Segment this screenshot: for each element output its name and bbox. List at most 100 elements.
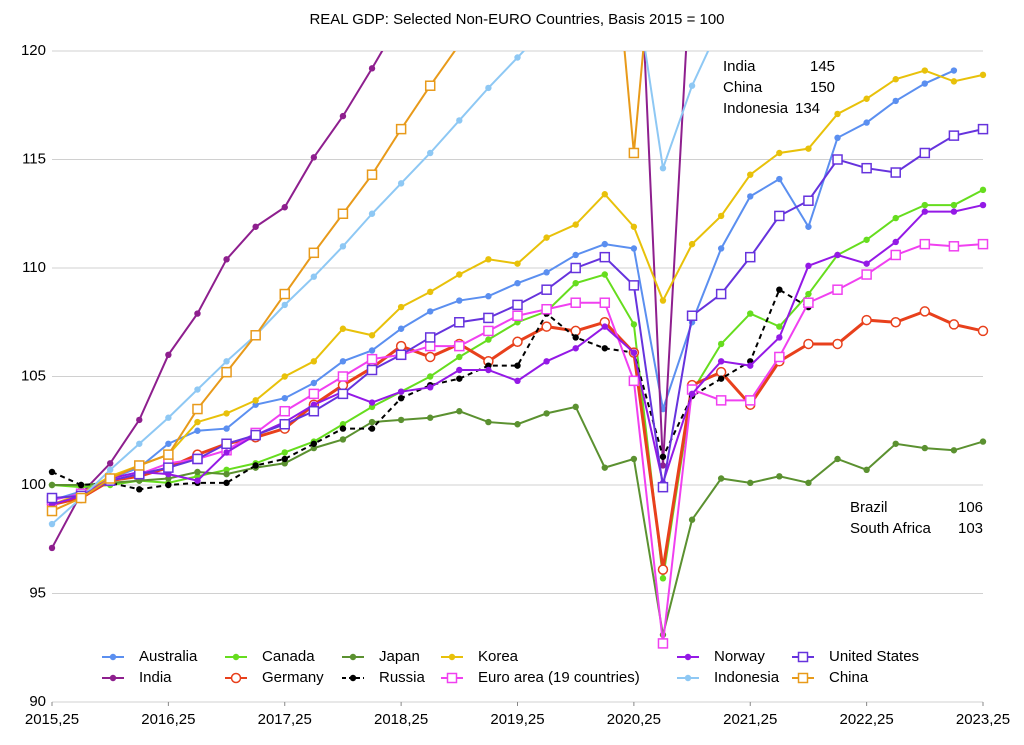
y-tick-label: 90 [29,693,46,710]
point [717,475,725,482]
annotation-value: 106 [958,499,983,516]
point [512,310,523,321]
point [194,310,201,317]
point [601,191,608,198]
point [715,395,727,406]
point [165,414,172,421]
legend-marker [797,672,809,684]
point [194,427,201,434]
point [485,336,492,343]
y-tick-label: 95 [29,584,46,601]
point [832,338,843,350]
point [601,345,608,352]
legend-label: Russia [379,669,426,686]
point [979,186,987,194]
point [339,325,347,332]
point [805,223,812,230]
point [921,67,929,74]
point [890,317,901,328]
point [368,418,376,426]
point [630,455,638,463]
annotation-value: 145 [810,58,835,75]
point [337,371,349,382]
legend-label: Norway [714,648,765,665]
point [717,340,725,348]
series-line [51,51,688,549]
legend-marker [232,653,240,661]
legend-marker [684,674,692,682]
point [456,366,463,374]
point [514,279,521,287]
point [366,353,378,365]
point [368,65,376,72]
point [863,95,870,102]
point [485,366,492,374]
point [281,455,288,463]
point [192,453,203,465]
annotation-value: 103 [958,520,983,537]
point [221,366,232,378]
y-tick-label: 110 [22,259,46,276]
point [397,325,405,332]
point [890,167,901,178]
point [630,321,638,328]
point [659,575,667,582]
point [543,358,550,365]
legend-label: China [829,669,869,686]
point [572,221,579,228]
point [339,112,347,120]
point [397,395,405,402]
point [456,271,463,278]
point [366,364,378,376]
point [368,425,376,432]
point [339,436,347,443]
point [717,375,725,382]
point [192,403,203,415]
point [948,130,960,141]
point [134,460,145,471]
point [397,388,405,395]
point [541,284,552,295]
chart-title: REAL GDP: Selected Non-EURO Countries, B… [309,11,724,28]
legend-label: Indonesia [714,669,780,686]
point [861,162,872,174]
point [686,310,698,321]
point [514,54,521,61]
point [950,208,958,215]
point [163,462,174,473]
point [194,477,201,484]
point [805,262,812,270]
x-tick-label: 2015,25 [25,711,79,728]
y-tick-label: 105 [21,367,46,384]
point [948,319,960,330]
point [805,479,812,487]
point [339,243,347,250]
x-tick-label: 2018,25 [374,711,428,728]
annotations: India 145 China 150 Indonesia 134 Brazil 106 Sou… [723,58,983,537]
point [281,395,288,402]
point [572,251,579,259]
point [657,564,669,575]
point [541,303,552,315]
point [628,147,640,159]
annotation-value: 134 [795,100,820,117]
point [252,397,259,404]
point [805,145,812,152]
point [919,238,931,250]
point [977,123,989,135]
point [339,425,347,432]
point [715,366,727,378]
point [570,297,581,308]
point [134,468,145,480]
point [890,249,901,261]
point [512,299,523,311]
y-tick-label: 115 [22,150,46,167]
annotation-label: Brazil [850,499,888,516]
point [456,297,463,304]
point [395,123,407,135]
point [77,481,85,489]
point [572,345,579,352]
point [308,405,320,417]
point [863,466,870,474]
series-line [51,51,645,512]
